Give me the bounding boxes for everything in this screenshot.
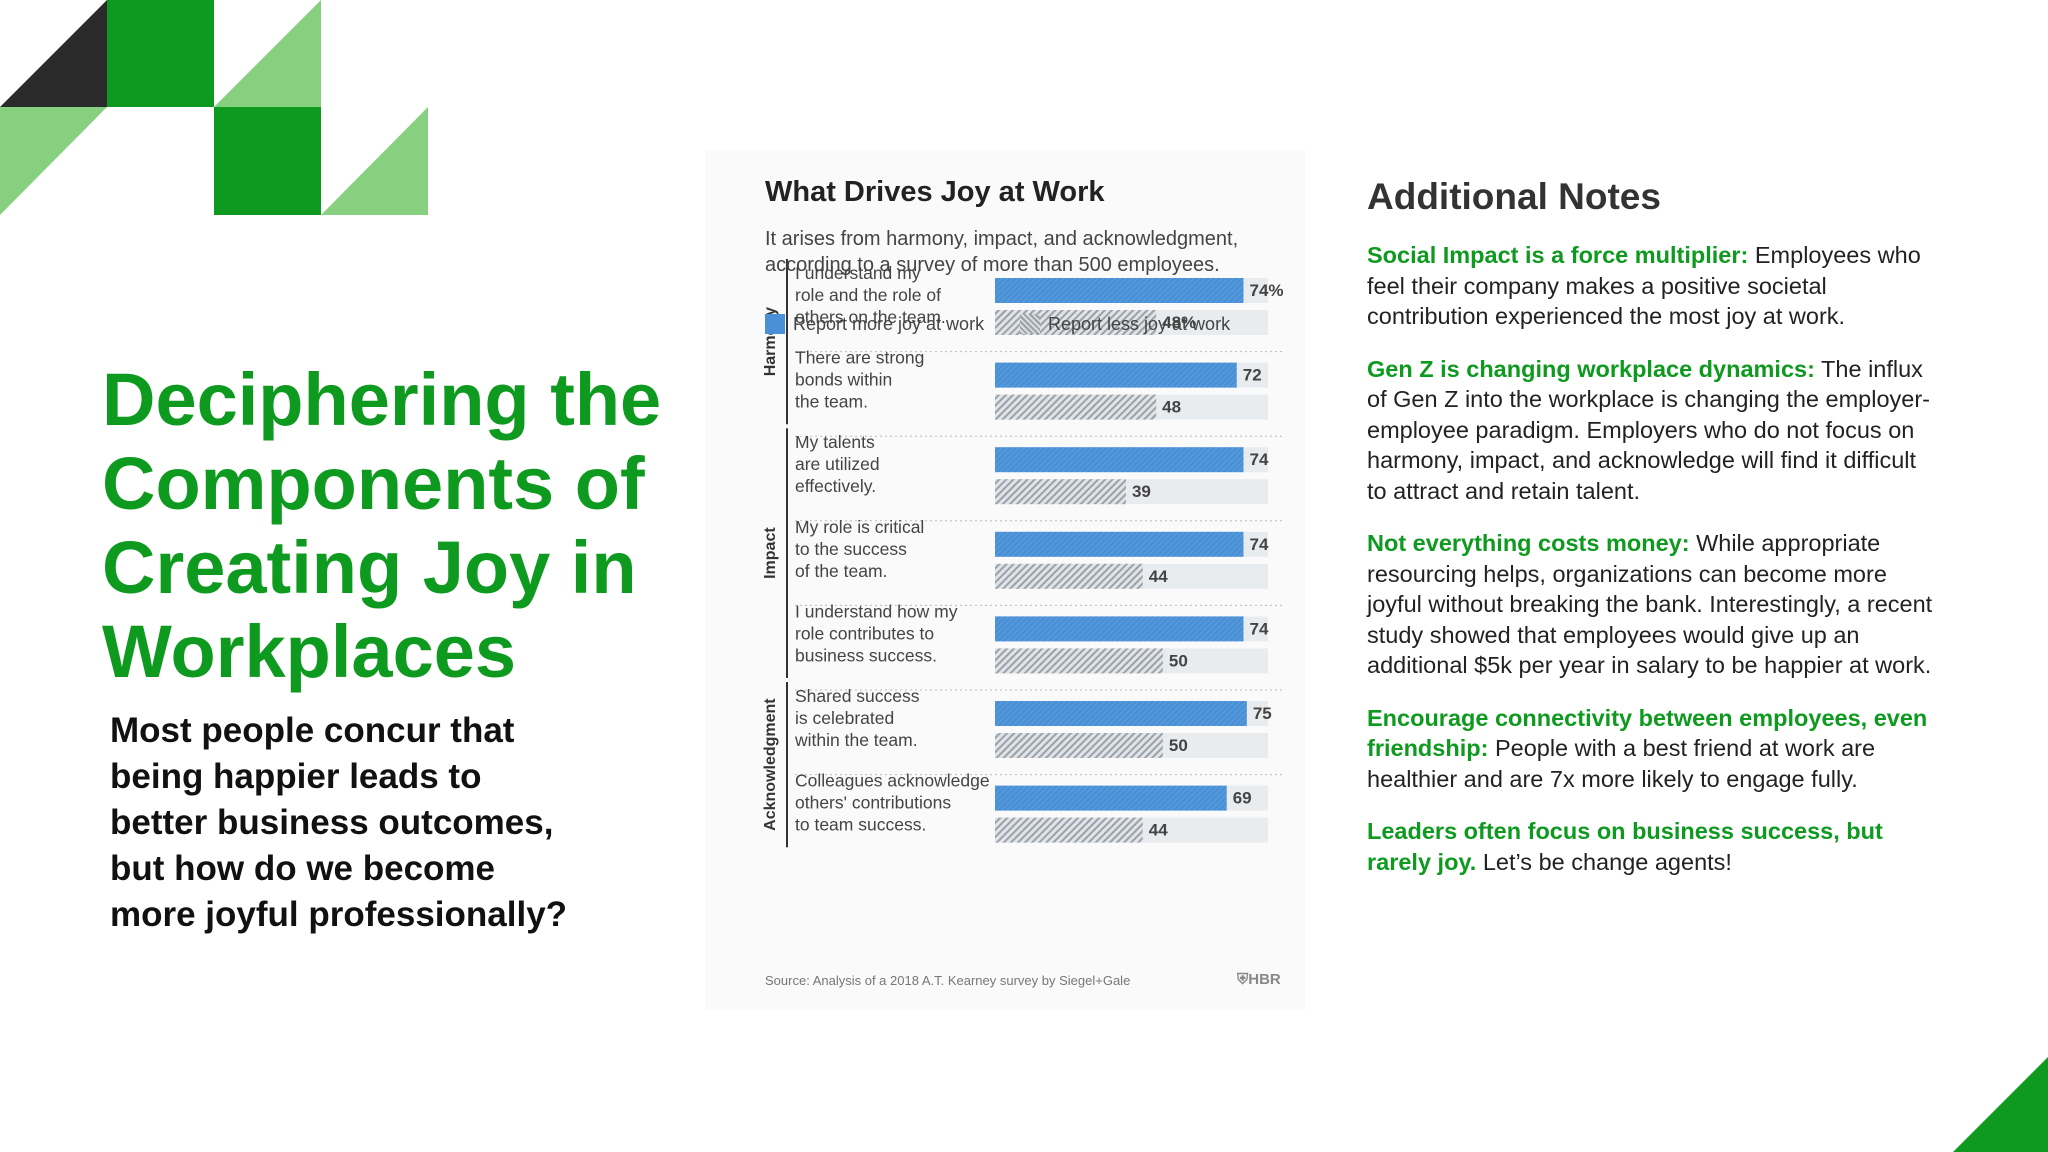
note-lead: Encourage connectivity between employees… (1367, 704, 1928, 762)
data-label: 74 (1249, 535, 1268, 554)
decorative-corner-triangle (1953, 1057, 2048, 1152)
category-label: the team. (795, 392, 868, 412)
group-label: Impact (762, 527, 779, 579)
category-label: are utilized (795, 454, 880, 474)
category-label: role and the role of (795, 285, 941, 305)
legend-item-less: Report less joy at work (1020, 314, 1230, 335)
category-label: I understand how my (795, 601, 958, 621)
bar-more-joy (995, 701, 1247, 726)
category-label: to team success. (795, 815, 926, 835)
data-label: 44 (1149, 821, 1168, 840)
category-label: within the team. (794, 730, 918, 750)
note-text: While appropriate resourcing helps, orga… (1367, 530, 1933, 678)
chart-source: Source: Analysis of a 2018 A.T. Kearney … (765, 973, 1131, 988)
category-label: of the team. (795, 561, 887, 581)
slide-subtitle: Most people concur that being happier le… (110, 711, 568, 934)
category-label: is celebrated (795, 708, 894, 728)
chart-panel: 74% 48% I understand my role and the role o… (705, 150, 1305, 1010)
bar-less-joy (995, 648, 1163, 674)
category-label: Shared success (795, 686, 920, 706)
bar-less-joy (995, 394, 1157, 420)
note-lead: Not everything costs money: (1367, 530, 1690, 556)
category-label: My role is critical (795, 517, 924, 537)
brand-label: HBR (1248, 971, 1281, 988)
additional-notes: Additional Notes Social Impact is a forc… (1367, 176, 1942, 899)
group-label: Acknowledgment (762, 698, 779, 831)
bar-more-joy (995, 785, 1227, 811)
slide-title: Deciphering the Components of Creating J… (102, 358, 662, 693)
bar-more-joy (995, 278, 1244, 303)
legend-label-more: Report more joy at work (793, 314, 985, 334)
note-text: Let’s be change agents! (1476, 848, 1732, 875)
category-label: I understand my (795, 263, 921, 283)
category-label: others' contributions (795, 793, 951, 813)
category-label: to the success (795, 539, 907, 559)
note-text: People with a best friend at work are he… (1367, 735, 1876, 792)
note-text: The influx of Gen Z into the workplace i… (1367, 355, 1930, 504)
data-label: 72 (1243, 366, 1262, 385)
note-lead: Leaders often focus on business success,… (1367, 818, 1883, 875)
category-label: effectively. (795, 476, 876, 496)
legend-swatch-more (765, 314, 785, 334)
legend-swatch-less (1020, 314, 1040, 334)
bar-less-joy (995, 479, 1126, 505)
legend-item-more: Report more joy at work (765, 314, 984, 335)
hbr-logo: ⛨HBR (1237, 971, 1281, 988)
note-item: Not everything costs money: While approp… (1367, 528, 1942, 681)
data-label: 50 (1169, 736, 1188, 755)
category-label: Colleagues acknowledge (795, 771, 990, 791)
note-item: Social Impact is a force multiplier: Emp… (1367, 240, 1942, 332)
category-label: others on the team. (795, 307, 946, 327)
bar-less-joy (995, 733, 1163, 758)
data-label: 44 (1149, 567, 1168, 586)
bar-less-joy (995, 563, 1143, 589)
bar-more-joy (995, 616, 1244, 642)
data-label: 48% (1162, 313, 1196, 332)
note-lead: Social Impact is a force multiplier: (1367, 242, 1749, 268)
note-lead: Gen Z is changing workplace dynamics: (1367, 355, 1815, 382)
data-label: 69 (1233, 789, 1252, 808)
data-label: 50 (1169, 651, 1188, 670)
bar-more-joy (995, 447, 1244, 473)
note-item: Encourage connectivity between employees… (1367, 703, 1942, 795)
notes-heading: Additional Notes (1367, 176, 1661, 217)
category-label: There are strong (795, 348, 924, 368)
data-label: 74 (1249, 450, 1268, 469)
data-label: 75 (1253, 704, 1272, 723)
bar-more-joy (995, 362, 1237, 388)
data-label: 74% (1249, 281, 1283, 300)
data-label: 39 (1132, 482, 1151, 501)
category-label: business success. (795, 645, 937, 665)
category-label: bonds within (795, 370, 892, 390)
chart-subtitle: It arises from harmony, impact, and ackn… (765, 228, 1239, 276)
data-label: 74 (1249, 619, 1268, 638)
category-label: My talents (795, 432, 875, 452)
note-text: Employees who feel their company makes a… (1367, 242, 1921, 329)
bar-less-joy (995, 817, 1143, 843)
decorative-corner-shapes (0, 0, 428, 215)
bar-more-joy (995, 531, 1244, 557)
note-item: Leaders often focus on business success,… (1367, 816, 1942, 877)
chart-title: What Drives Joy at Work (765, 176, 1105, 208)
category-label: role contributes to (795, 623, 934, 643)
note-item: Gen Z is changing workplace dynamics: Th… (1367, 354, 1942, 507)
data-label: 48 (1162, 398, 1181, 417)
legend-label-less: Report less joy at work (1048, 314, 1231, 334)
